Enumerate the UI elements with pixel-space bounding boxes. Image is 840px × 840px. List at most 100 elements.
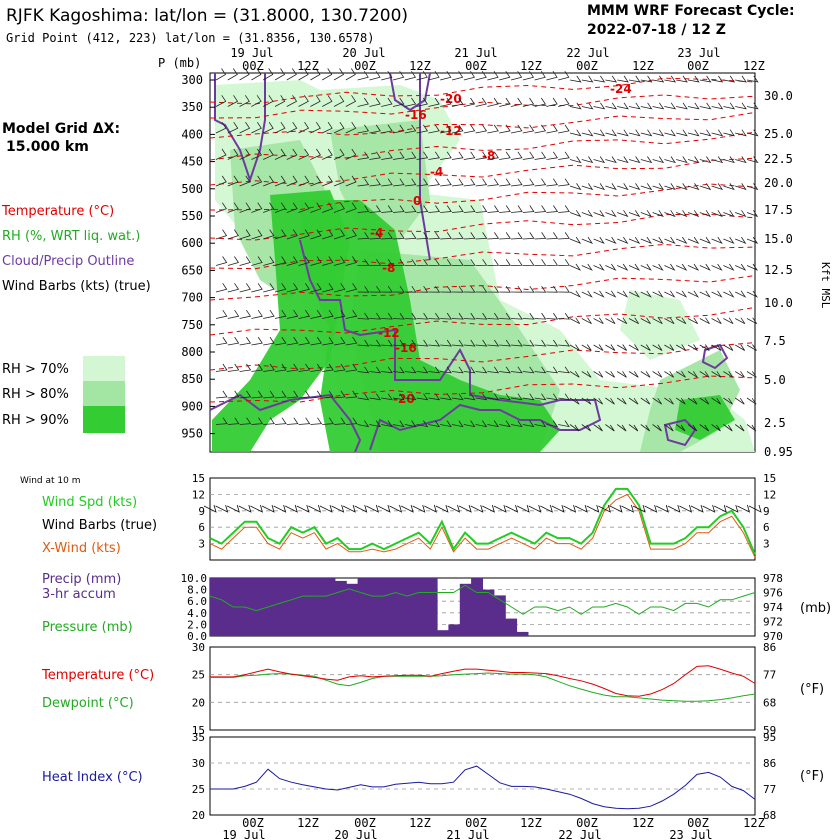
wind-barb: [298, 175, 310, 187]
wind-barb: [499, 124, 511, 134]
pressure-label: Pressure (mb): [42, 620, 133, 635]
wind-barb: [440, 393, 452, 401]
pressure-tick-label: 950: [181, 427, 203, 441]
wind-barb: [463, 205, 476, 213]
left-tick-label: 20: [192, 809, 205, 822]
wind-barb: [440, 285, 452, 293]
wind-barb: [699, 102, 712, 110]
wind-barb: [546, 393, 559, 401]
wind-barb: [357, 205, 370, 213]
wind-barb: [510, 312, 523, 320]
wind-barb: [475, 420, 488, 428]
bottom-hour-label: 12Z: [297, 816, 319, 830]
wind-barb: [605, 75, 618, 83]
bottom-hour-label: 12Z: [409, 816, 431, 830]
wind-barb: [734, 344, 746, 351]
wind-barb: [322, 283, 334, 293]
wind-barb: [558, 366, 570, 374]
wind-barb: [487, 205, 500, 213]
wind-barb: [369, 420, 382, 428]
isotherm-2: [209, 111, 756, 139]
wind-barb: [699, 75, 712, 83]
station-title: RJFK Kagoshima: lat/lon = (31.8000, 130.…: [6, 6, 408, 26]
left-tick-label: 6: [198, 521, 205, 534]
wind-barb: [510, 70, 523, 81]
legend-rh90-swatch: [83, 406, 125, 433]
wind-barb: [558, 178, 570, 187]
wind-barb: [522, 366, 535, 374]
bottom-date-label: 22 Jul: [558, 828, 601, 840]
wind-barb: [628, 317, 640, 325]
wind-barb: [463, 312, 476, 320]
wind-barb: [381, 124, 393, 134]
wind-barb: [581, 183, 594, 191]
wind-barb: [475, 232, 488, 240]
wind-barb: [628, 263, 641, 271]
wind-barb: [723, 317, 734, 325]
left-tick-label: 35: [192, 731, 205, 744]
wind-barb: [522, 232, 535, 240]
top-hour-label: 00Z: [465, 59, 487, 73]
wind-barb: [593, 397, 604, 405]
top-hour-label: 12Z: [632, 59, 654, 73]
temp-dewpoint-panel: 30 25 20 15 86 77 68 59 (°F) Temperature (°C) Dewp…: [41, 641, 824, 737]
wind-barb: [628, 290, 641, 298]
wind-barb: [416, 366, 429, 374]
heat-index-line: [210, 765, 756, 810]
wind-barb: [392, 232, 405, 240]
wind-barb: [746, 156, 759, 164]
wind-barb: [746, 102, 759, 110]
wind-barb-10m: [412, 504, 426, 513]
wind-barb: [640, 371, 651, 378]
wind-barb: [463, 151, 476, 160]
wind-barb: [534, 420, 547, 428]
wind-barb: [215, 148, 227, 160]
wind-barb: [440, 232, 452, 240]
right-tick-label: 86: [763, 757, 776, 770]
rh-shading-9: [300, 200, 560, 452]
wind-barb: [215, 175, 227, 187]
wind-barb: [369, 259, 382, 266]
wind-barb: [522, 420, 535, 428]
wind-barb: [251, 202, 263, 213]
wind-barb: [558, 205, 570, 213]
wind-barb: [227, 121, 239, 134]
wind-barb: [475, 178, 488, 187]
wind-barb: [616, 371, 627, 378]
wind-barb: [404, 97, 417, 107]
wind-barb: [593, 156, 606, 164]
wind-barb: [746, 129, 759, 137]
wind-barb: [263, 121, 274, 134]
wind-barb-10m: [702, 504, 716, 513]
wind-barb: [345, 229, 357, 240]
wind-barb-10m: [563, 504, 577, 513]
wind-barb: [723, 210, 735, 218]
wind-barb: [605, 290, 617, 298]
wind-barb: [723, 263, 735, 271]
wind-barb: [534, 366, 547, 374]
wind-barb: [676, 129, 688, 137]
left-tick-label: 25: [192, 669, 205, 682]
wind-barb: [286, 309, 299, 319]
temp-label: -16: [395, 341, 417, 355]
precip-bar: [312, 578, 325, 636]
wind-barb: [499, 312, 511, 320]
wind-barb: [723, 75, 736, 83]
temperature-label: Temperature (°C): [41, 668, 154, 683]
wind-barb: [534, 97, 546, 107]
right-tick-label: 77: [763, 669, 776, 682]
wind-barb: [640, 236, 653, 244]
wind-barb: [687, 371, 698, 378]
wind-barb: [605, 102, 618, 110]
pressure-tick-label: 500: [181, 182, 203, 196]
wind-barb: [251, 148, 262, 160]
wind-barb: [286, 175, 298, 187]
wind-barb: [416, 259, 429, 266]
wind-barb: [310, 256, 322, 266]
wind-barb: [735, 317, 746, 325]
wind-barb: [463, 393, 476, 401]
wind-barb: [322, 417, 334, 425]
wind-barb: [416, 151, 429, 160]
bottom-hour-label: 00Z: [354, 816, 376, 830]
precip-bar: [448, 624, 461, 636]
